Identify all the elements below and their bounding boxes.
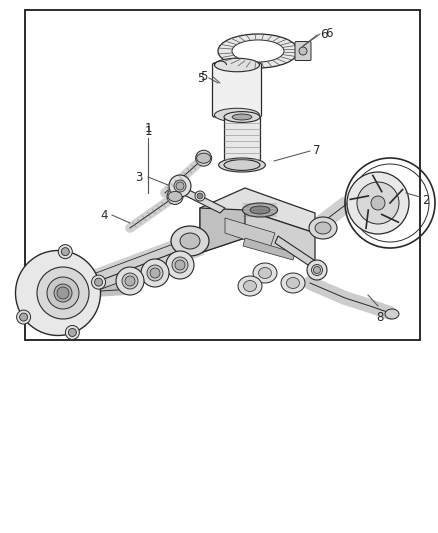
Ellipse shape — [47, 277, 79, 309]
Ellipse shape — [232, 114, 251, 120]
Ellipse shape — [122, 273, 138, 289]
Ellipse shape — [280, 273, 304, 293]
Text: 6: 6 — [324, 27, 332, 39]
Text: 5: 5 — [200, 69, 208, 83]
Ellipse shape — [168, 191, 182, 201]
Ellipse shape — [237, 276, 261, 296]
Ellipse shape — [242, 203, 277, 217]
Text: 2: 2 — [421, 193, 428, 206]
FancyBboxPatch shape — [223, 117, 259, 165]
Ellipse shape — [314, 222, 330, 234]
Ellipse shape — [243, 280, 256, 292]
Ellipse shape — [311, 264, 322, 276]
Ellipse shape — [116, 267, 144, 295]
Ellipse shape — [58, 245, 72, 259]
Polygon shape — [243, 238, 294, 260]
Ellipse shape — [214, 58, 259, 72]
FancyBboxPatch shape — [212, 63, 261, 117]
Ellipse shape — [214, 108, 259, 122]
Circle shape — [167, 189, 183, 205]
Polygon shape — [170, 183, 225, 213]
Text: 5: 5 — [197, 71, 205, 85]
Text: 1: 1 — [144, 125, 152, 138]
Text: 1: 1 — [144, 122, 152, 135]
Ellipse shape — [249, 206, 269, 214]
Ellipse shape — [356, 182, 398, 224]
Polygon shape — [225, 218, 274, 248]
Ellipse shape — [231, 40, 283, 62]
Circle shape — [61, 248, 69, 256]
Ellipse shape — [171, 226, 208, 256]
Ellipse shape — [306, 260, 326, 280]
Circle shape — [370, 196, 384, 210]
Polygon shape — [274, 236, 322, 273]
Circle shape — [195, 150, 211, 166]
Ellipse shape — [194, 191, 205, 201]
Ellipse shape — [173, 180, 186, 192]
Circle shape — [176, 182, 184, 190]
Ellipse shape — [308, 217, 336, 239]
Ellipse shape — [92, 275, 105, 289]
Circle shape — [175, 260, 184, 270]
Circle shape — [20, 313, 28, 321]
Ellipse shape — [223, 111, 259, 123]
Ellipse shape — [384, 309, 398, 319]
Polygon shape — [200, 210, 314, 263]
Ellipse shape — [218, 34, 297, 68]
Polygon shape — [200, 188, 314, 233]
Ellipse shape — [169, 175, 191, 197]
Ellipse shape — [65, 326, 79, 340]
Circle shape — [57, 287, 69, 299]
Text: 3: 3 — [135, 171, 143, 183]
Ellipse shape — [346, 172, 408, 234]
Ellipse shape — [147, 265, 162, 281]
Circle shape — [197, 193, 202, 199]
Bar — [25, 10, 419, 340]
Ellipse shape — [17, 310, 31, 324]
Ellipse shape — [252, 263, 276, 283]
Ellipse shape — [172, 257, 187, 273]
Text: 6: 6 — [319, 28, 327, 41]
Ellipse shape — [180, 233, 200, 249]
Circle shape — [313, 266, 320, 273]
Text: 8: 8 — [375, 311, 383, 324]
Ellipse shape — [286, 278, 299, 288]
Circle shape — [68, 328, 76, 336]
Ellipse shape — [54, 284, 72, 302]
Ellipse shape — [218, 158, 265, 172]
Ellipse shape — [223, 159, 259, 171]
Circle shape — [125, 276, 135, 286]
FancyBboxPatch shape — [294, 42, 310, 61]
Ellipse shape — [141, 259, 169, 287]
Polygon shape — [200, 208, 244, 253]
Text: 4: 4 — [100, 208, 108, 222]
Circle shape — [298, 47, 306, 55]
Circle shape — [150, 268, 159, 278]
Text: 7: 7 — [312, 143, 320, 157]
Ellipse shape — [37, 267, 89, 319]
Ellipse shape — [258, 268, 271, 279]
Ellipse shape — [15, 251, 100, 335]
Ellipse shape — [196, 153, 210, 163]
Circle shape — [94, 278, 102, 286]
Ellipse shape — [166, 251, 194, 279]
